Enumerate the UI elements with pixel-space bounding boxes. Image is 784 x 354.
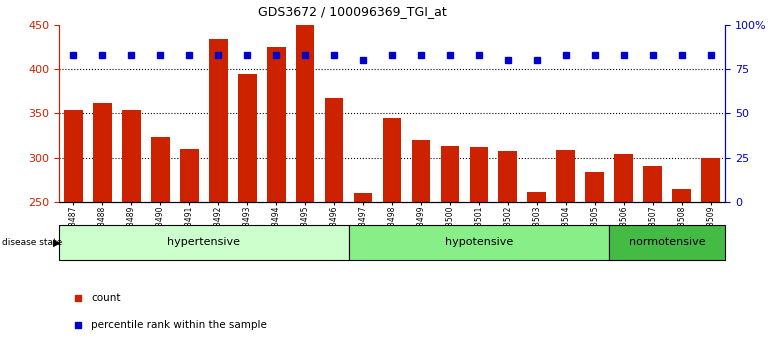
Bar (586, 172, 604, 202)
Text: GDS3672 / 100096369_TGI_at: GDS3672 / 100096369_TGI_at (259, 5, 447, 18)
Bar (441, 146, 459, 202)
Bar (528, 192, 546, 202)
FancyBboxPatch shape (59, 225, 349, 260)
Text: count: count (91, 293, 121, 303)
Text: hypertensive: hypertensive (167, 238, 240, 247)
Bar (615, 154, 633, 202)
Text: ▶: ▶ (53, 238, 61, 247)
FancyBboxPatch shape (349, 225, 609, 260)
Bar (412, 140, 430, 202)
Bar (383, 118, 401, 202)
Bar (209, 39, 227, 202)
Bar (93, 103, 111, 202)
Bar (673, 188, 691, 202)
Bar (644, 166, 662, 202)
Bar (557, 150, 575, 202)
Bar (354, 193, 372, 202)
Bar (64, 110, 82, 202)
Bar (151, 137, 169, 202)
Text: normotensive: normotensive (629, 238, 706, 247)
Bar (296, 25, 314, 202)
Text: disease state: disease state (2, 238, 62, 247)
Bar (122, 110, 140, 202)
FancyBboxPatch shape (609, 225, 725, 260)
Text: percentile rank within the sample: percentile rank within the sample (91, 320, 267, 330)
Text: hypotensive: hypotensive (445, 238, 513, 247)
Bar (180, 149, 198, 202)
Bar (470, 147, 488, 202)
Bar (702, 158, 720, 202)
Bar (325, 98, 343, 202)
Bar (267, 47, 285, 202)
Bar (499, 152, 517, 202)
Bar (238, 74, 256, 202)
